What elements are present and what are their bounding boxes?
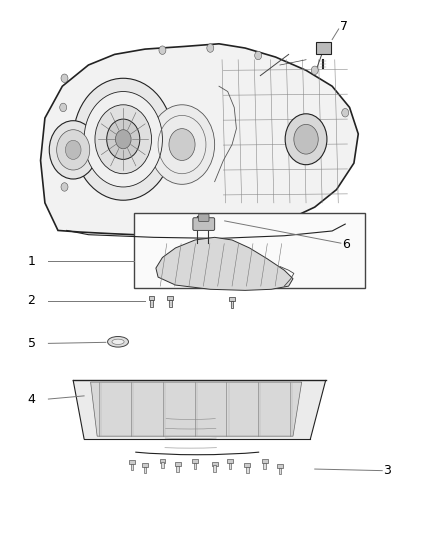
Circle shape — [285, 114, 327, 165]
Text: 6: 6 — [342, 238, 350, 251]
Text: 5: 5 — [28, 337, 35, 350]
Circle shape — [116, 130, 131, 149]
Circle shape — [149, 105, 215, 184]
Circle shape — [169, 128, 195, 160]
Bar — [192, 459, 198, 463]
FancyBboxPatch shape — [198, 214, 209, 221]
FancyBboxPatch shape — [316, 42, 331, 54]
Bar — [194, 463, 196, 469]
Bar — [175, 463, 180, 466]
Circle shape — [49, 120, 97, 179]
Bar — [129, 461, 135, 464]
Bar — [150, 300, 153, 306]
Polygon shape — [156, 237, 293, 290]
Bar — [161, 462, 164, 469]
Ellipse shape — [112, 339, 124, 344]
Circle shape — [107, 119, 140, 159]
Bar — [167, 296, 173, 300]
Polygon shape — [41, 44, 358, 237]
Bar — [244, 463, 250, 467]
Bar — [131, 464, 133, 470]
Bar — [177, 466, 179, 472]
Bar — [229, 463, 231, 469]
Bar — [144, 466, 146, 473]
Circle shape — [311, 66, 318, 75]
Bar — [262, 459, 268, 463]
Circle shape — [342, 109, 349, 117]
Circle shape — [159, 46, 166, 54]
Bar — [148, 296, 155, 300]
Bar — [231, 301, 233, 308]
Text: 2: 2 — [28, 294, 35, 308]
Text: 1: 1 — [28, 255, 35, 268]
Bar — [159, 459, 165, 463]
Polygon shape — [73, 381, 325, 439]
Circle shape — [60, 103, 67, 112]
Ellipse shape — [108, 336, 128, 347]
Circle shape — [84, 92, 162, 187]
Text: 3: 3 — [384, 464, 392, 477]
Circle shape — [57, 130, 90, 170]
Circle shape — [294, 124, 318, 154]
Text: 7: 7 — [340, 20, 348, 34]
Circle shape — [73, 78, 173, 200]
Bar — [279, 467, 281, 474]
Circle shape — [61, 74, 68, 83]
Circle shape — [65, 140, 81, 159]
Circle shape — [61, 183, 68, 191]
Bar — [212, 462, 218, 466]
Text: 4: 4 — [28, 393, 35, 406]
Bar — [277, 464, 283, 468]
Bar — [263, 463, 266, 469]
Bar — [169, 300, 172, 306]
Circle shape — [254, 51, 261, 60]
Bar — [142, 463, 148, 467]
Circle shape — [95, 105, 152, 174]
Bar — [213, 465, 216, 472]
Circle shape — [207, 44, 214, 52]
Bar — [134, 214, 365, 288]
Polygon shape — [91, 382, 302, 436]
FancyBboxPatch shape — [193, 217, 215, 230]
Bar — [229, 297, 235, 301]
Bar — [227, 459, 233, 463]
Bar — [246, 466, 249, 473]
